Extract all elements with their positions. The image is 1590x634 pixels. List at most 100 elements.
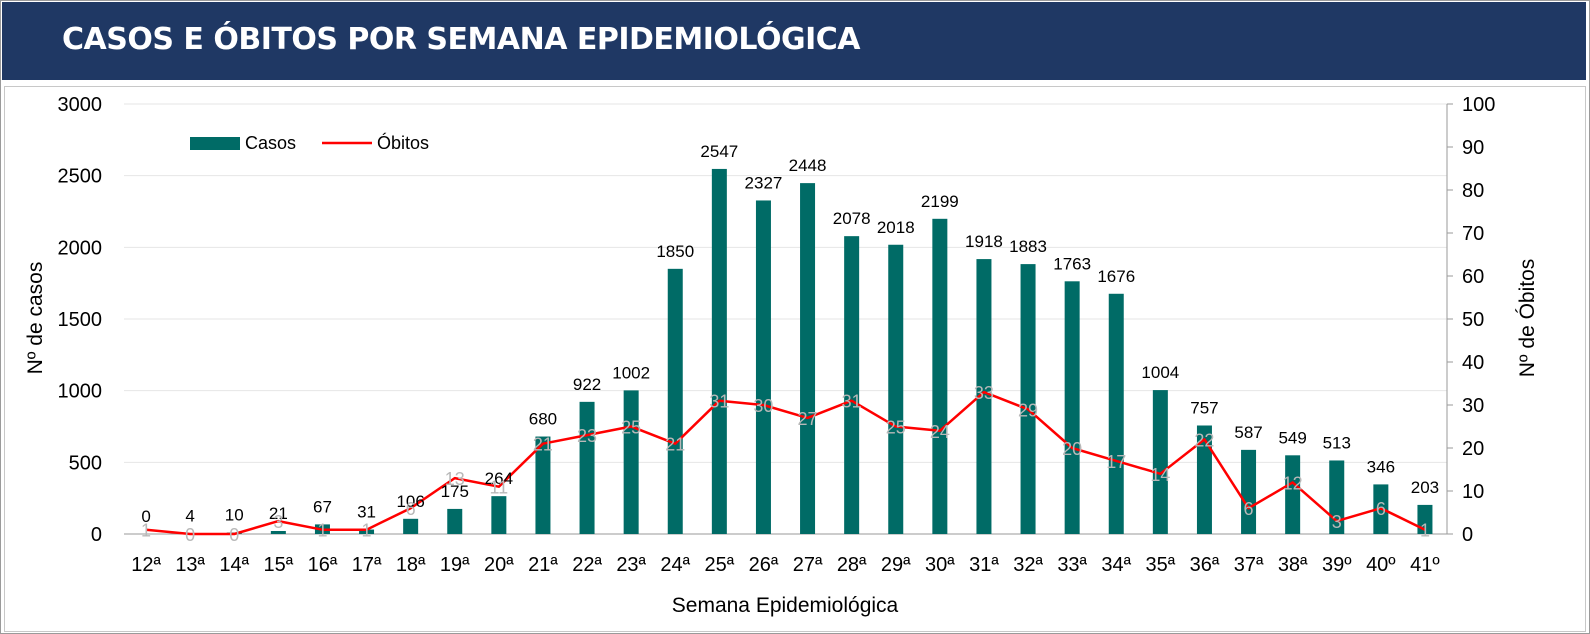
y2-tick-label: 10	[1462, 481, 1484, 503]
line-data-label: 6	[1244, 499, 1254, 519]
line-data-label: 0	[229, 525, 239, 545]
bar-data-label: 587	[1234, 423, 1262, 442]
bar-casos	[579, 401, 595, 534]
x-tick-label: 23ª	[616, 554, 646, 576]
bar-data-label: 2018	[877, 218, 915, 237]
bar-data-label: 1850	[656, 242, 694, 261]
x-tick-label: 15ª	[264, 554, 294, 576]
x-tick-label: 27ª	[793, 554, 823, 576]
line-data-label: 22	[1194, 430, 1214, 450]
page-title: CASOS E ÓBITOS POR SEMANA EPIDEMIOLÓGICA	[62, 22, 860, 57]
x-tick-label: 33ª	[1057, 554, 1087, 576]
x-tick-label: 12ª	[131, 554, 161, 576]
bar-casos	[491, 496, 507, 534]
line-data-label: 1	[362, 521, 372, 541]
x-tick-label: 28ª	[837, 554, 867, 576]
bar-casos	[1108, 293, 1124, 534]
line-data-label: 1	[317, 521, 327, 541]
bar-casos	[1329, 460, 1345, 534]
bar-casos	[1064, 281, 1080, 534]
bar-casos	[623, 390, 639, 534]
title-bar: CASOS E ÓBITOS POR SEMANA EPIDEMIOLÓGICA	[2, 2, 1586, 80]
x-tick-label: 36ª	[1190, 554, 1220, 576]
bar-data-label: 346	[1367, 457, 1395, 476]
x-tick-label: 26ª	[749, 554, 779, 576]
bar-casos	[1285, 455, 1301, 534]
y-tick-label: 3000	[58, 94, 103, 116]
y-tick-label: 2500	[58, 166, 103, 188]
line-data-label: 31	[709, 392, 729, 412]
y2-tick-label: 90	[1462, 137, 1484, 159]
x-tick-label: 30ª	[925, 554, 955, 576]
bar-casos	[711, 168, 727, 534]
y-tick-label: 500	[69, 452, 102, 474]
legend-label-obitos: Óbitos	[377, 132, 429, 153]
bar-data-label: 67	[313, 497, 332, 516]
bar-casos	[844, 236, 860, 535]
bar-data-label: 513	[1323, 433, 1351, 452]
legend: Casos Óbitos	[190, 132, 429, 153]
y2-tick-label: 20	[1462, 438, 1484, 460]
bar-data-label: 1002	[612, 363, 650, 382]
line-data-label: 1	[141, 521, 151, 541]
x-tick-label: 16ª	[308, 554, 338, 576]
x-tick-label: 39º	[1322, 554, 1352, 576]
x-tick-label: 21ª	[528, 554, 558, 576]
line-data-label: 30	[753, 396, 773, 416]
bar-data-label: 757	[1190, 398, 1218, 417]
line-data-label: 33	[974, 383, 994, 403]
line-data-label: 6	[406, 499, 416, 519]
bar-data-label: 2199	[921, 192, 959, 211]
bar-data-label: 106	[396, 492, 424, 511]
line-data-label: 27	[798, 409, 818, 429]
bar-casos	[1020, 264, 1036, 534]
line-series-obitos	[145, 390, 1426, 536]
x-tick-label: 38ª	[1278, 554, 1308, 576]
bar-casos	[359, 529, 375, 534]
bar-casos	[447, 508, 463, 534]
bar-data-label: 1883	[1009, 237, 1047, 256]
bar-casos	[1152, 390, 1168, 534]
x-tick-label: 14ª	[219, 554, 249, 576]
x-tick-label: 35ª	[1146, 554, 1176, 576]
x-tick-label: 34ª	[1101, 554, 1131, 576]
line-data-label: 25	[621, 418, 641, 438]
bar-data-label: 21	[269, 504, 288, 523]
line-data-label: 17	[1106, 452, 1126, 472]
bar-data-label: 1763	[1053, 254, 1091, 273]
bar-data-label: 10	[225, 506, 244, 525]
y-tick-label: 1000	[58, 381, 103, 403]
line-data-label: 1	[1420, 521, 1430, 541]
bar-data-label: 264	[485, 469, 513, 488]
bar-data-label: 2327	[745, 173, 783, 192]
y2-tick-label: 30	[1462, 395, 1484, 417]
y2-tick-label: 100	[1462, 94, 1495, 116]
y2-axis-title: Nº de Óbitos	[1516, 259, 1539, 378]
line-data-label: 12	[1283, 473, 1303, 493]
bar-data-label: 1004	[1141, 363, 1179, 382]
legend-swatch-casos	[190, 137, 240, 150]
line-data-label: 11	[490, 478, 509, 498]
x-tick-label: 20ª	[484, 554, 514, 576]
bar-data-label: 2448	[789, 156, 827, 175]
line-data-label: 20	[1062, 439, 1082, 459]
bar-data-label: 203	[1411, 478, 1439, 497]
bar-casos	[270, 530, 286, 534]
line-data-label: 13	[445, 469, 465, 489]
x-tick-label: 32ª	[1013, 554, 1043, 576]
line-data-label: 24	[930, 422, 950, 442]
y2-tick-label: 80	[1462, 180, 1484, 202]
x-tick-label: 31ª	[969, 554, 999, 576]
x-tick-label: 24ª	[660, 554, 690, 576]
x-tick-label: 19ª	[440, 554, 470, 576]
bars-series-casos	[182, 168, 1433, 535]
bar-data-label: 0	[141, 507, 150, 526]
y2-tick-label: 70	[1462, 223, 1484, 245]
bar-casos	[403, 518, 419, 534]
bar-data-label: 2547	[700, 142, 738, 161]
bar-casos	[667, 268, 683, 534]
y2-tick-label: 60	[1462, 266, 1484, 288]
line-data-label: 14	[1150, 465, 1170, 485]
x-tick-label: 17ª	[352, 554, 382, 576]
y-axis-title: Nº de casos	[24, 262, 47, 375]
